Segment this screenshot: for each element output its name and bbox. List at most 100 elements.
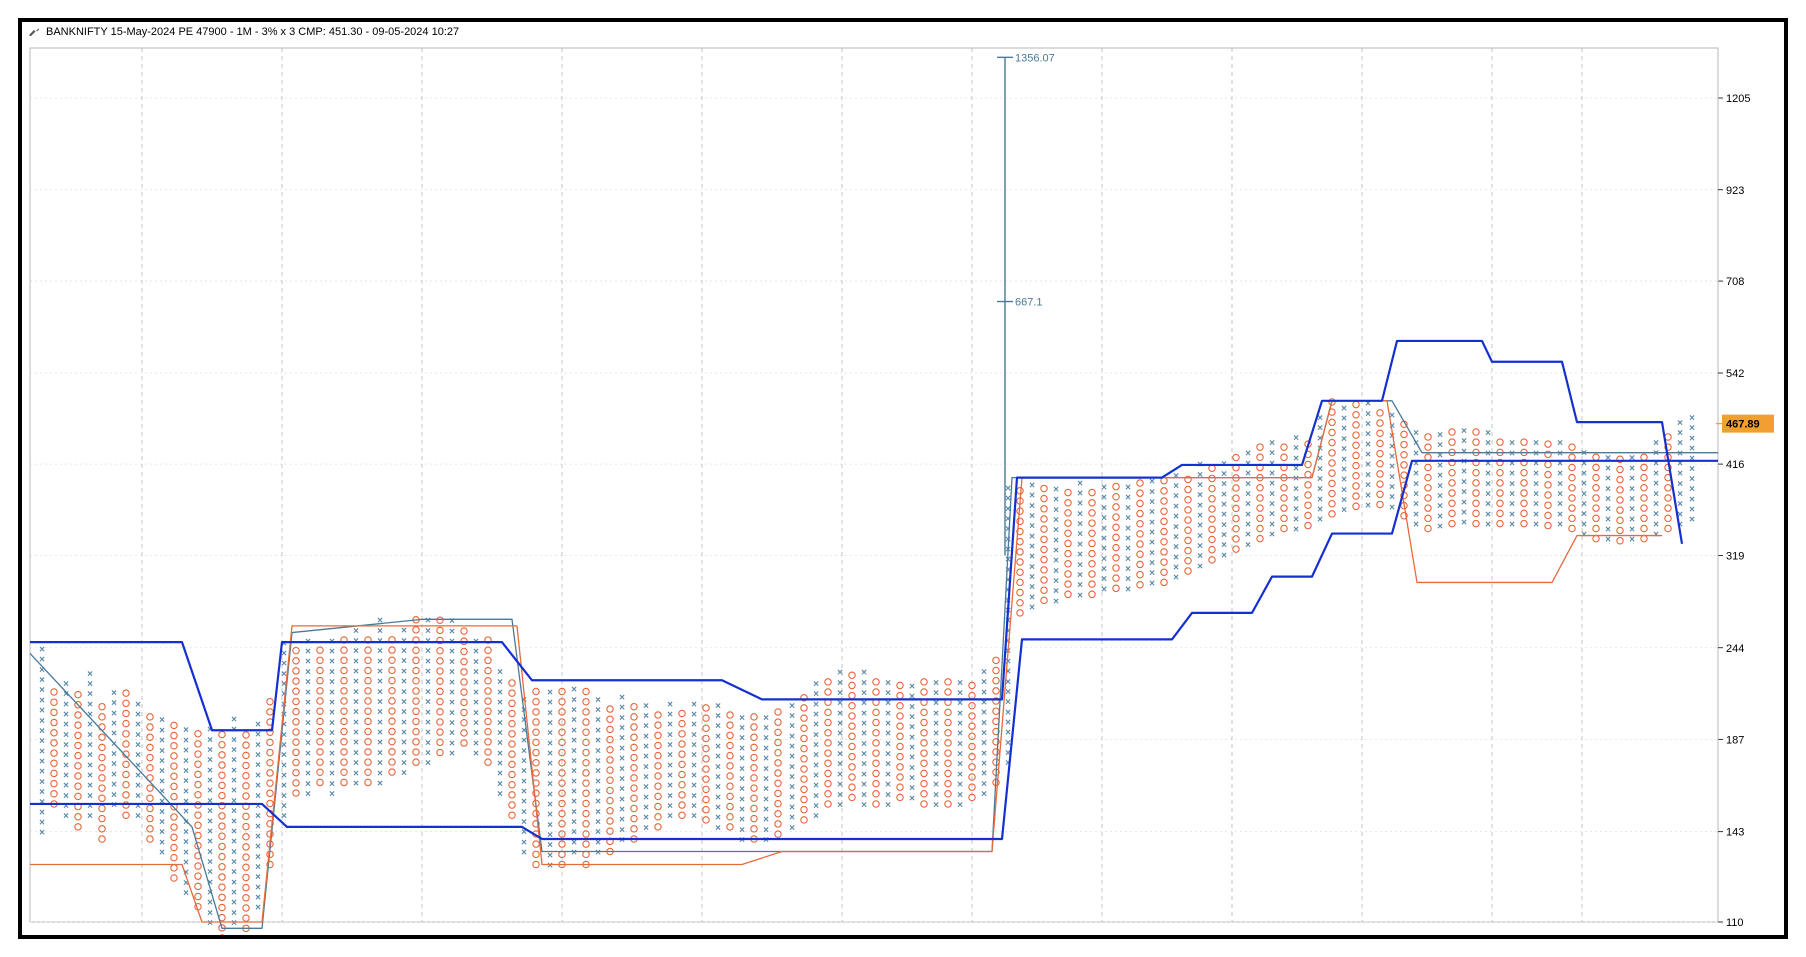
svg-text:×: × — [1461, 467, 1467, 478]
settings-icon[interactable] — [28, 26, 40, 38]
svg-text:×: × — [1689, 484, 1695, 495]
svg-text:×: × — [63, 811, 69, 822]
svg-text:×: × — [159, 848, 165, 859]
svg-text:×: × — [715, 823, 721, 834]
svg-text:×: × — [1317, 423, 1323, 434]
svg-text:×: × — [87, 791, 93, 802]
svg-text:×: × — [305, 697, 311, 708]
svg-text:×: × — [377, 768, 383, 779]
svg-text:×: × — [425, 728, 431, 739]
svg-text:×: × — [255, 791, 261, 802]
svg-text:×: × — [595, 786, 601, 797]
svg-text:×: × — [1293, 443, 1299, 454]
svg-text:×: × — [255, 720, 261, 731]
svg-text:×: × — [1029, 603, 1035, 614]
svg-text:×: × — [1557, 509, 1563, 520]
svg-text:×: × — [159, 756, 165, 767]
svg-text:×: × — [1077, 560, 1083, 571]
svg-text:×: × — [135, 699, 141, 710]
svg-text:×: × — [497, 758, 503, 769]
svg-text:×: × — [111, 780, 117, 791]
svg-text:×: × — [473, 698, 479, 709]
svg-text:×: × — [1077, 570, 1083, 581]
svg-text:×: × — [547, 769, 553, 780]
svg-text:×: × — [111, 769, 117, 780]
svg-text:×: × — [377, 677, 383, 688]
svg-text:×: × — [1365, 439, 1371, 450]
svg-text:×: × — [87, 730, 93, 741]
svg-text:×: × — [1677, 469, 1683, 480]
svg-text:×: × — [909, 722, 915, 733]
svg-text:×: × — [715, 792, 721, 803]
svg-text:×: × — [1005, 524, 1011, 535]
svg-text:×: × — [159, 827, 165, 838]
svg-text:×: × — [1077, 539, 1083, 550]
svg-text:×: × — [1221, 530, 1227, 541]
svg-text:×: × — [1485, 469, 1491, 480]
svg-text:×: × — [861, 708, 867, 719]
svg-text:×: × — [715, 731, 721, 742]
svg-text:×: × — [449, 708, 455, 719]
svg-text:×: × — [377, 687, 383, 698]
svg-text:×: × — [449, 698, 455, 709]
svg-text:×: × — [1101, 493, 1107, 504]
svg-text:×: × — [643, 792, 649, 803]
svg-text:×: × — [231, 745, 237, 756]
svg-text:×: × — [1605, 453, 1611, 464]
svg-text:×: × — [1101, 574, 1107, 585]
svg-text:×: × — [207, 847, 213, 858]
chart-frame: BANKNIFTY 15-May-2024 PE 47900 - 1M - 3%… — [18, 18, 1788, 939]
svg-text:×: × — [207, 735, 213, 746]
chart-svg[interactable]: 11014318724431941654270892312051356.0766… — [22, 22, 1784, 935]
svg-text:×: × — [547, 698, 553, 709]
svg-text:×: × — [1053, 525, 1059, 536]
svg-text:×: × — [643, 803, 649, 814]
svg-text:×: × — [1341, 414, 1347, 425]
svg-text:×: × — [377, 758, 383, 769]
svg-text:×: × — [255, 811, 261, 822]
svg-text:×: × — [329, 667, 335, 678]
svg-text:×: × — [739, 835, 745, 846]
svg-text:×: × — [1389, 462, 1395, 473]
svg-text:×: × — [643, 782, 649, 793]
svg-text:×: × — [1029, 511, 1035, 522]
svg-text:×: × — [789, 792, 795, 803]
svg-text:×: × — [1293, 514, 1299, 525]
svg-text:×: × — [909, 783, 915, 794]
svg-text:×: × — [739, 733, 745, 744]
svg-text:×: × — [763, 743, 769, 754]
svg-text:×: × — [1437, 481, 1443, 492]
svg-text:×: × — [885, 678, 891, 689]
svg-text:×: × — [571, 817, 577, 828]
svg-text:×: × — [667, 771, 673, 782]
svg-text:×: × — [1197, 521, 1203, 532]
svg-text:×: × — [255, 893, 261, 904]
svg-text:×: × — [1125, 554, 1131, 565]
svg-text:×: × — [1437, 491, 1443, 502]
svg-text:×: × — [837, 678, 843, 689]
svg-text:×: × — [231, 755, 237, 766]
svg-text:×: × — [619, 835, 625, 846]
svg-text:×: × — [159, 766, 165, 777]
svg-text:×: × — [401, 656, 407, 667]
svg-text:×: × — [595, 725, 601, 736]
svg-text:×: × — [159, 817, 165, 828]
svg-text:×: × — [813, 791, 819, 802]
svg-text:×: × — [1317, 515, 1323, 526]
svg-text:×: × — [885, 729, 891, 740]
svg-text:×: × — [135, 709, 141, 720]
svg-text:×: × — [329, 728, 335, 739]
svg-text:×: × — [789, 772, 795, 783]
svg-text:×: × — [39, 645, 45, 656]
svg-text:×: × — [1269, 530, 1275, 541]
svg-text:×: × — [207, 867, 213, 878]
svg-text:×: × — [207, 776, 213, 787]
svg-text:×: × — [739, 774, 745, 785]
svg-text:×: × — [135, 750, 141, 761]
svg-text:×: × — [1509, 520, 1515, 531]
svg-text:×: × — [425, 687, 431, 698]
svg-text:×: × — [281, 771, 287, 782]
svg-text:×: × — [957, 800, 963, 811]
svg-text:×: × — [497, 748, 503, 759]
svg-text:×: × — [1677, 438, 1683, 449]
